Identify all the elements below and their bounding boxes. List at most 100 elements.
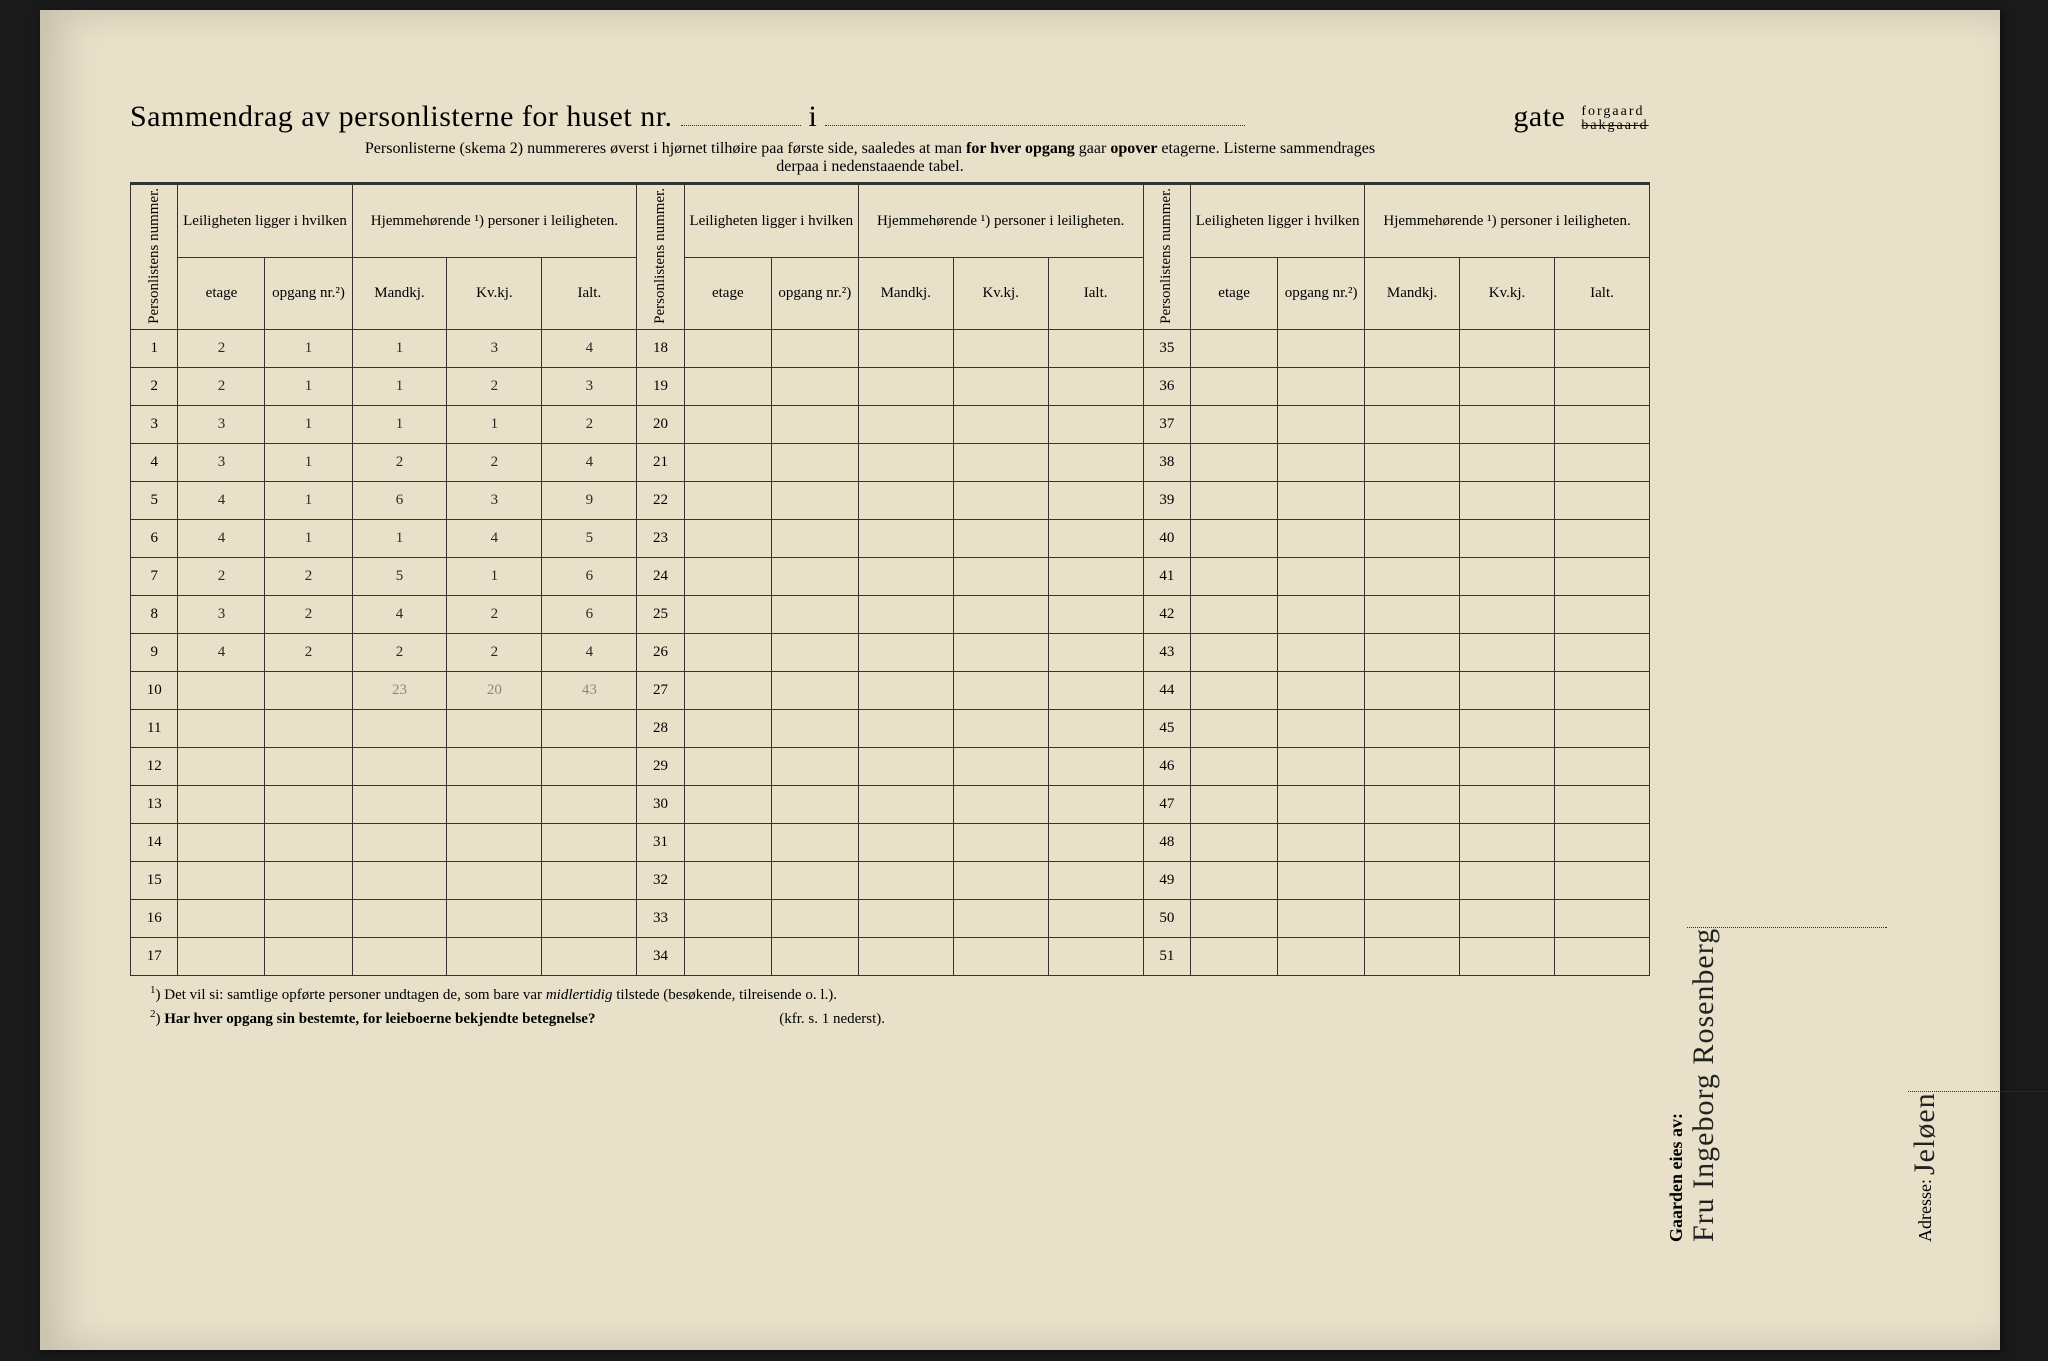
cell-opgang — [265, 709, 352, 747]
col-hjem-1: Hjemmehørende ¹) personer i leiligheten. — [352, 184, 637, 258]
table-body: 1211341835221123193633111220374312242138… — [131, 329, 1650, 975]
cell — [1048, 747, 1143, 785]
table-head: Personlistens nummer. Leiligheten ligger… — [131, 184, 1650, 330]
cell-opgang: 1 — [265, 329, 352, 367]
cell-mandkj: 1 — [352, 519, 447, 557]
cell — [1191, 861, 1278, 899]
col-kvkj-3: Kv.kj. — [1460, 258, 1555, 330]
row-num: 45 — [1143, 709, 1190, 747]
cell — [1191, 367, 1278, 405]
cell-mandkj: 6 — [352, 481, 447, 519]
row-num: 10 — [131, 671, 178, 709]
cell — [858, 595, 953, 633]
cell — [684, 937, 771, 975]
cell — [1048, 443, 1143, 481]
cell-mandkj — [352, 899, 447, 937]
cell — [684, 481, 771, 519]
row-num: 8 — [131, 595, 178, 633]
cell-opgang — [265, 937, 352, 975]
cell — [1278, 899, 1365, 937]
row-num: 14 — [131, 823, 178, 861]
cell — [1048, 405, 1143, 443]
footnote-1: 1) Det vil si: samtlige opførte personer… — [150, 984, 1650, 1004]
cell — [953, 519, 1048, 557]
cell — [771, 405, 858, 443]
cell-ialt: 6 — [542, 595, 637, 633]
sub-f: derpaa i nedenstaaende tabel. — [776, 158, 963, 175]
row-num: 16 — [131, 899, 178, 937]
cell — [1460, 367, 1555, 405]
title-i: i — [809, 100, 818, 133]
row-num: 20 — [637, 405, 684, 443]
col-mandkj-2: Mandkj. — [858, 258, 953, 330]
cell — [1555, 633, 1650, 671]
cell — [1048, 633, 1143, 671]
row-num: 40 — [1143, 519, 1190, 557]
cell — [1460, 481, 1555, 519]
cell — [858, 633, 953, 671]
cell — [858, 709, 953, 747]
cell — [1191, 443, 1278, 481]
cell-etage: 4 — [178, 481, 265, 519]
col-opgang-3: opgang nr.²) — [1278, 258, 1365, 330]
owner-adr-value: Jeløen — [1908, 1091, 2048, 1175]
col-etage-3: etage — [1191, 258, 1278, 330]
cell — [1460, 823, 1555, 861]
col-hjem-2: Hjemmehørende ¹) personer i leiligheten. — [858, 184, 1143, 258]
sub-b: for hver opgang — [966, 140, 1075, 157]
cell-mandkj — [352, 861, 447, 899]
col-mandkj-1: Mandkj. — [352, 258, 447, 330]
cell-kvkj: 2 — [447, 595, 542, 633]
cell — [1191, 899, 1278, 937]
cell — [1278, 861, 1365, 899]
cell — [1460, 329, 1555, 367]
row-num: 7 — [131, 557, 178, 595]
cell-ialt — [542, 823, 637, 861]
cell-ialt: 4 — [542, 329, 637, 367]
cell — [1555, 595, 1650, 633]
cell-etage: 3 — [178, 595, 265, 633]
cell-mandkj: 5 — [352, 557, 447, 595]
cell — [953, 633, 1048, 671]
subtitle: Personlisterne (skema 2) nummereres øver… — [130, 140, 1610, 176]
cell — [858, 367, 953, 405]
row-num: 24 — [637, 557, 684, 595]
cell — [771, 747, 858, 785]
cell — [771, 443, 858, 481]
cell-ialt: 3 — [542, 367, 637, 405]
cell-etage: 3 — [178, 443, 265, 481]
cell-kvkj — [447, 823, 542, 861]
row-num: 23 — [637, 519, 684, 557]
cell-ialt: 4 — [542, 443, 637, 481]
cell-kvkj: 20 — [447, 671, 542, 709]
row-num: 5 — [131, 481, 178, 519]
cell — [1365, 785, 1460, 823]
cell-opgang — [265, 861, 352, 899]
cell — [684, 823, 771, 861]
cell — [771, 367, 858, 405]
cell — [1191, 937, 1278, 975]
cell — [1460, 519, 1555, 557]
row-num: 32 — [637, 861, 684, 899]
cell — [1365, 481, 1460, 519]
cell — [1555, 443, 1650, 481]
cell — [1191, 329, 1278, 367]
row-num: 2 — [131, 367, 178, 405]
cell — [1278, 519, 1365, 557]
fn1i: midlertidig — [546, 987, 613, 1003]
cell — [953, 937, 1048, 975]
cell — [1365, 557, 1460, 595]
cell-mandkj: 23 — [352, 671, 447, 709]
cell — [858, 481, 953, 519]
cell-kvkj — [447, 709, 542, 747]
row-num: 43 — [1143, 633, 1190, 671]
cell — [858, 671, 953, 709]
cell — [1278, 405, 1365, 443]
cell — [1555, 329, 1650, 367]
cell — [1555, 823, 1650, 861]
cell-opgang: 2 — [265, 633, 352, 671]
cell-kvkj: 1 — [447, 557, 542, 595]
row-num: 49 — [1143, 861, 1190, 899]
cell — [953, 405, 1048, 443]
cell-mandkj: 4 — [352, 595, 447, 633]
